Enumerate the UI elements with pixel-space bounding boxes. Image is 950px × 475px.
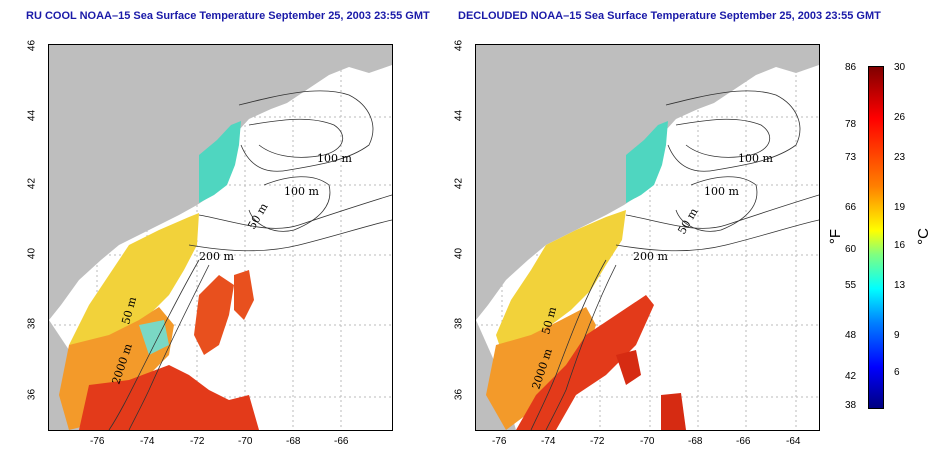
colorbar-f-tick: 78 <box>845 119 857 130</box>
colorbar-f-tick: 38 <box>845 400 857 411</box>
colorbar-c-tick: 13 <box>894 280 906 291</box>
x-tick: -66 <box>736 436 751 447</box>
right-map-canvas: 100 m 100 m 50 m 200 m 50 m 2000 m <box>476 45 819 430</box>
x-tick: -64 <box>786 436 801 447</box>
sst-clouds-red2 <box>234 270 254 320</box>
contour-label: 100 m <box>704 185 739 198</box>
contour-label: 200 m <box>633 250 668 263</box>
colorbar-c-tick: 16 <box>894 240 906 251</box>
y-tick: 46 <box>453 39 465 52</box>
colorbar-f-tick: 60 <box>845 244 857 255</box>
sst-yellow <box>69 213 199 355</box>
bathymetry-contours <box>108 90 392 430</box>
x-tick: -68 <box>688 436 703 447</box>
x-tick: -68 <box>286 436 301 447</box>
x-tick: -66 <box>334 436 349 447</box>
y-tick: 42 <box>26 177 38 190</box>
y-tick: 40 <box>26 247 38 260</box>
left-map-title: RU COOL NOAA–15 Sea Surface Temperature … <box>26 10 430 22</box>
right-map-title: DECLOUDED NOAA–15 Sea Surface Temperatur… <box>458 10 881 22</box>
colorbar-f-tick: 55 <box>845 280 857 291</box>
colorbar-f-tick: 42 <box>845 371 857 382</box>
sst-yellow <box>496 210 626 350</box>
contour-label: 100 m <box>284 185 319 198</box>
colorbar-c-tick: 9 <box>894 330 900 341</box>
colorbar-c-tick: 23 <box>894 152 906 163</box>
colorbar <box>868 66 884 409</box>
x-tick: -74 <box>541 436 556 447</box>
x-tick: -70 <box>238 436 253 447</box>
left-map-panel: 100 m 100 m 50 m 200 m 50 m 2000 m <box>48 44 393 431</box>
contour-label: 100 m <box>317 152 352 165</box>
y-tick: 38 <box>26 317 38 330</box>
colorbar-unit-c: °C <box>914 228 932 245</box>
contour-label: 100 m <box>738 152 773 165</box>
left-map-canvas: 100 m 100 m 50 m 200 m 50 m 2000 m <box>49 45 392 430</box>
y-tick: 42 <box>453 177 465 190</box>
colorbar-f-tick: 86 <box>845 62 857 73</box>
right-map-panel: 100 m 100 m 50 m 200 m 50 m 2000 m <box>475 44 820 431</box>
sst-red <box>79 365 259 430</box>
colorbar-c-tick: 30 <box>894 62 906 73</box>
colorbar-f-tick: 73 <box>845 152 857 163</box>
colorbar-f-tick: 66 <box>845 202 857 213</box>
y-tick: 36 <box>453 388 465 401</box>
y-tick: 40 <box>453 247 465 260</box>
y-tick: 38 <box>453 317 465 330</box>
sst-red <box>516 295 654 430</box>
x-tick: -70 <box>640 436 655 447</box>
sst-cyan <box>626 121 668 203</box>
sst-red-patch <box>616 350 641 385</box>
x-tick: -72 <box>190 436 205 447</box>
contour-label: 50 m <box>245 200 271 231</box>
contour-label: 50 m <box>675 205 701 236</box>
x-tick: -72 <box>590 436 605 447</box>
y-tick: 46 <box>26 39 38 52</box>
colorbar-c-tick: 26 <box>894 112 906 123</box>
colorbar-c-tick: 6 <box>894 367 900 378</box>
sst-orange <box>486 307 596 430</box>
y-tick: 44 <box>26 109 38 122</box>
sst-cyan-patch <box>139 320 169 355</box>
colorbar-f-tick: 48 <box>845 330 857 341</box>
y-tick: 44 <box>453 109 465 122</box>
sst-red-patch2 <box>661 393 686 430</box>
colorbar-c-tick: 19 <box>894 202 906 213</box>
sst-clouds-red <box>194 275 234 355</box>
sst-cyan <box>199 121 241 203</box>
y-tick: 36 <box>26 388 38 401</box>
bathymetry-contours <box>530 90 819 430</box>
x-tick: -74 <box>140 436 155 447</box>
contour-label: 200 m <box>199 250 234 263</box>
x-tick: -76 <box>492 436 507 447</box>
colorbar-unit-f: °F <box>827 228 845 245</box>
x-tick: -76 <box>90 436 105 447</box>
